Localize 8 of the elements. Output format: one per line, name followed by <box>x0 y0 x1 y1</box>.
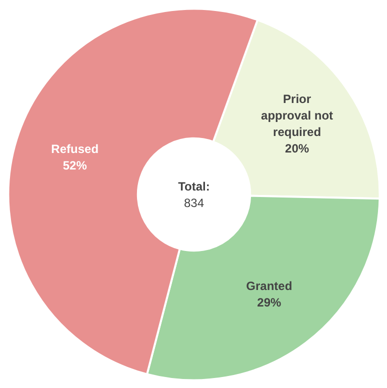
text: Total: <box>178 179 210 194</box>
slice-label: Granted <box>246 279 292 294</box>
data-label: 52% <box>62 158 88 172</box>
text: 834 <box>184 196 204 210</box>
slice-label: Refused <box>51 142 99 156</box>
slice-label: Prior approval not required <box>261 92 334 140</box>
data-label: 20% <box>285 142 310 156</box>
data-label: 29% <box>257 296 282 310</box>
